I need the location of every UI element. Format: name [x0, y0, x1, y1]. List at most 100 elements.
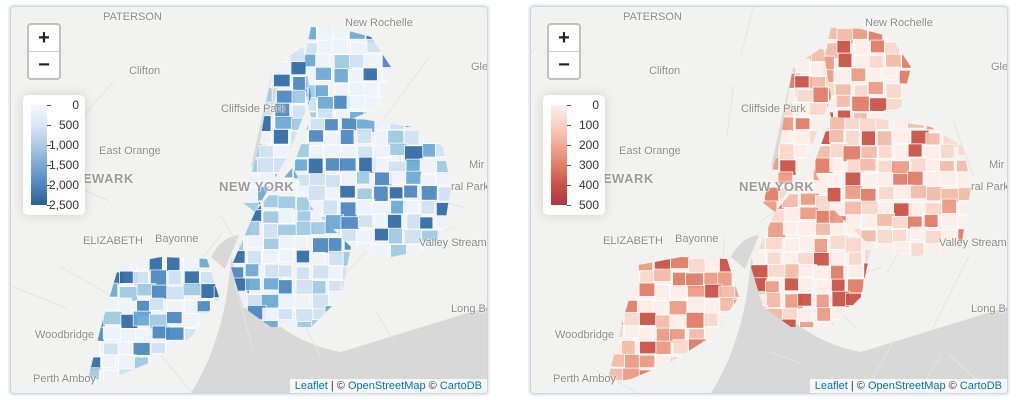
district-cell	[704, 299, 720, 315]
district-cell	[638, 326, 653, 343]
district-cell	[828, 250, 846, 267]
district-cell	[844, 236, 864, 254]
district-cell	[405, 170, 422, 185]
zoom-in-button[interactable]: +	[558, 27, 570, 49]
district-cell	[816, 307, 831, 322]
district-cell	[652, 268, 672, 282]
zoom-out-button[interactable]: −	[549, 51, 579, 78]
district-cell	[333, 68, 349, 84]
openstreetmap-link[interactable]: OpenStreetMap	[347, 380, 426, 392]
district-cell	[435, 172, 451, 186]
leaflet-link[interactable]: Leaflet	[294, 380, 328, 392]
district-cell	[103, 310, 123, 326]
district-cell	[909, 184, 928, 200]
district-cell	[877, 228, 895, 246]
legend-tick	[567, 165, 571, 166]
zoom-out-button[interactable]: −	[29, 51, 59, 78]
legend-tick	[567, 125, 571, 126]
cartodb-link[interactable]: CartoDB	[439, 380, 482, 392]
district-cell	[340, 216, 360, 230]
district-cell	[638, 282, 656, 297]
district-cell	[244, 263, 260, 278]
place-label: NEW YORK	[739, 179, 815, 194]
district-cell	[908, 202, 924, 217]
district-cell	[767, 264, 788, 278]
district-cell	[672, 339, 689, 355]
legend-tick-label: 100	[578, 118, 599, 132]
district-cell	[847, 264, 865, 278]
district-cell	[244, 277, 261, 291]
district-cell	[316, 39, 333, 56]
district-cell	[799, 277, 814, 293]
district-cell	[851, 95, 870, 112]
place-label: ral Park	[971, 181, 1008, 193]
district-cell	[356, 171, 371, 185]
place-label: NEWARK	[73, 171, 134, 186]
district-cell	[765, 292, 782, 309]
district-cell	[864, 248, 871, 264]
district-cell	[387, 214, 403, 231]
district-cell	[668, 300, 688, 317]
district-cell	[322, 199, 338, 217]
legend-gradient-bar	[551, 105, 567, 205]
district-cell	[940, 143, 956, 159]
district-cell	[826, 187, 842, 203]
district-cell	[836, 109, 851, 119]
legend-tick	[47, 125, 51, 126]
map-panel-left[interactable]: PATERSON New Rochelle Clifton Cliffside Par…	[10, 6, 488, 394]
map-canvas[interactable]	[11, 7, 487, 393]
district-cell	[278, 248, 294, 262]
district-cell	[256, 157, 277, 174]
legend-tick-label: 300	[578, 158, 599, 172]
district-cell	[339, 184, 356, 199]
district-cell	[831, 278, 846, 293]
road-line	[726, 84, 735, 137]
openstreetmap-link[interactable]: OpenStreetMap	[867, 380, 946, 392]
cartodb-link[interactable]: CartoDB	[959, 380, 1002, 392]
district-cell	[910, 242, 925, 257]
zoom-in-button[interactable]: +	[38, 27, 50, 49]
place-label: PATERSON	[103, 11, 162, 23]
district-cell	[182, 283, 202, 297]
district-cell	[686, 296, 705, 313]
district-cell	[624, 353, 640, 370]
road-line	[360, 57, 429, 151]
district-cell	[307, 157, 324, 175]
place-label: ral Park	[451, 181, 488, 193]
place-label: Woodbridge	[35, 329, 95, 341]
district-cell	[422, 143, 437, 158]
district-cell	[262, 307, 279, 323]
road-line	[922, 352, 944, 384]
district-cell	[910, 226, 927, 241]
district-cell	[654, 284, 670, 299]
place-label: Valley Stream	[939, 237, 1007, 249]
district-cell	[374, 227, 390, 242]
legend-tick	[567, 105, 571, 106]
district-cell	[290, 61, 307, 76]
district-cell	[295, 279, 315, 295]
district-cell	[331, 38, 348, 55]
district-cell	[907, 143, 923, 158]
district-cell	[340, 170, 357, 187]
district-cell	[87, 367, 100, 381]
district-cell	[403, 200, 419, 214]
district-cell	[135, 328, 154, 345]
district-cell	[419, 216, 434, 230]
legend-tick	[567, 185, 571, 186]
district-cell	[870, 39, 885, 54]
legend-tick	[47, 105, 51, 106]
leaflet-link[interactable]: Leaflet	[814, 380, 848, 392]
district-cell	[847, 278, 865, 294]
district-cell	[869, 97, 888, 112]
road-line	[375, 311, 397, 346]
map-canvas[interactable]	[531, 7, 1007, 393]
district-cell	[835, 94, 851, 108]
district-cell	[132, 342, 151, 356]
map-panel-right[interactable]: PATERSON New Rochelle Clifton Cliffside Par…	[530, 6, 1008, 394]
district-cell	[117, 297, 132, 314]
district-cell	[813, 238, 828, 255]
district-cell	[782, 221, 797, 235]
legend-tick-label: 0	[592, 98, 599, 112]
district-cell	[639, 311, 657, 326]
district-cell	[166, 285, 185, 301]
